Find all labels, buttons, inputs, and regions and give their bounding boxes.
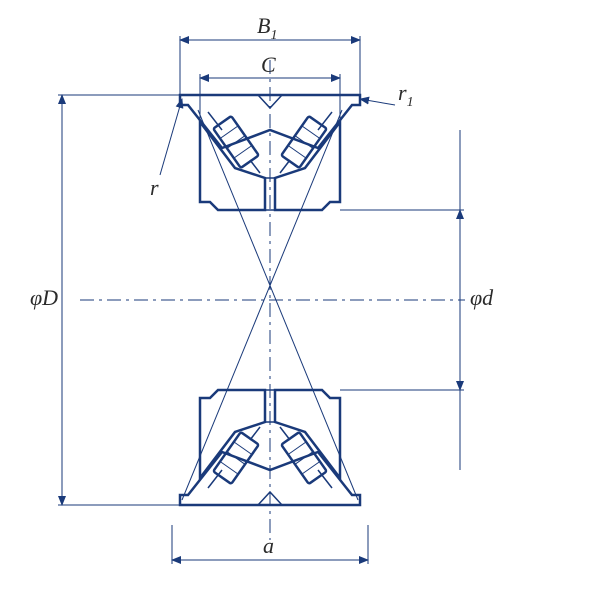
svg-text:B1: B1 (257, 13, 277, 43)
dim-phiD: φD (30, 95, 180, 505)
label-r1-sub: 1 (407, 95, 414, 110)
label-C: C (261, 52, 276, 77)
label-phiD: φD (30, 285, 58, 310)
label-phid: φd (470, 285, 494, 310)
taper-line-1 (198, 110, 358, 500)
svg-text:r1: r1 (398, 80, 414, 110)
label-B1: B (257, 13, 270, 38)
roller-top-right (281, 116, 327, 168)
label-a: a (263, 533, 274, 558)
dim-r: r (150, 99, 182, 200)
bearing-diagram: B1 C r r1 φD φd a (0, 0, 600, 600)
label-r: r (150, 175, 159, 200)
dim-r1: r1 (360, 80, 414, 110)
roller-top-left (213, 116, 259, 168)
taper-line-2 (182, 110, 342, 500)
label-B1-sub: 1 (270, 28, 277, 43)
